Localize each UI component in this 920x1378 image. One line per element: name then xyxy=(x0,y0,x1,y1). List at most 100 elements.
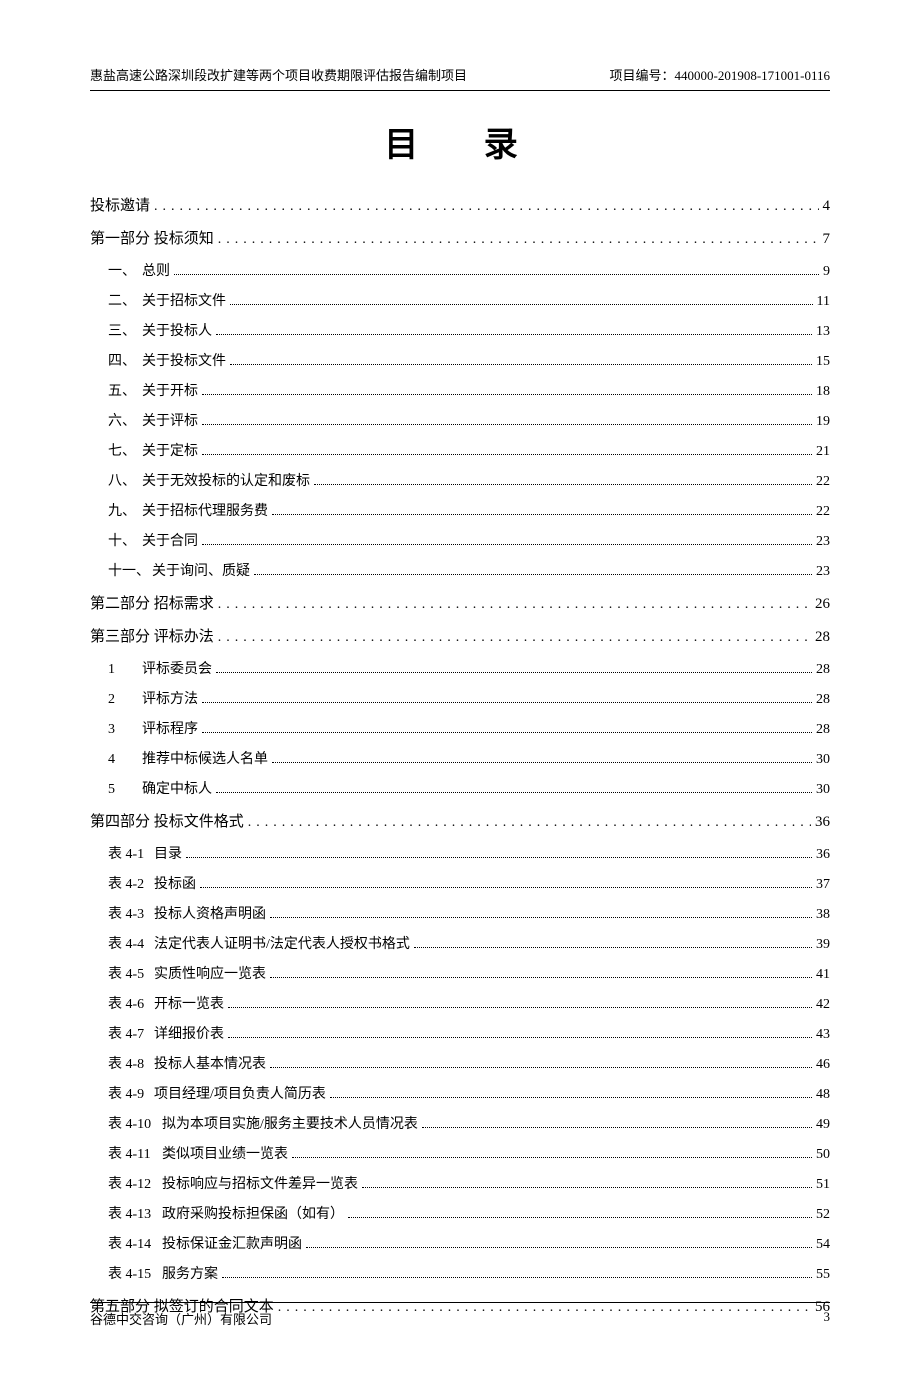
toc-leader xyxy=(228,1007,812,1008)
toc-leader: ........................................… xyxy=(218,597,811,613)
toc-number: 表 4-10 xyxy=(90,1113,162,1133)
toc-subentry: 表 4-2 投标函 37 xyxy=(90,873,830,893)
toc-subentry: 3 评标程序 28 xyxy=(90,718,830,738)
toc-text: 开标一览表 xyxy=(154,993,224,1013)
toc-entry-part1: 第一部分 投标须知 ..............................… xyxy=(90,227,830,248)
toc-leader xyxy=(254,574,812,575)
toc-number: 表 4-11 xyxy=(90,1143,162,1163)
toc-page-number: 52 xyxy=(816,1207,830,1223)
toc-text: 关于合同 xyxy=(142,530,198,550)
toc-text: 总则 xyxy=(142,260,170,280)
toc-text: 评标程序 xyxy=(142,718,198,738)
toc-subentry: 九、 关于招标代理服务费 22 xyxy=(90,500,830,520)
toc-number: 十一、 xyxy=(90,560,152,580)
toc-leader xyxy=(216,792,812,793)
toc-subentry: 五、 关于开标 18 xyxy=(90,380,830,400)
toc-subentry: 二、 关于招标文件 11 xyxy=(90,290,830,310)
toc-page-number: 30 xyxy=(816,752,830,768)
toc-page-number: 42 xyxy=(816,997,830,1013)
footer-company-name: 谷德中交咨询（广州）有限公司 xyxy=(90,1309,272,1328)
toc-text: 政府采购投标担保函（如有） xyxy=(162,1203,344,1223)
toc-entry-part3: 第三部分 评标办法 ..............................… xyxy=(90,625,830,646)
toc-leader xyxy=(270,977,812,978)
toc-leader xyxy=(222,1277,812,1278)
toc-text: 关于招标文件 xyxy=(142,290,226,310)
toc-page-number: 50 xyxy=(816,1147,830,1163)
toc-text: 投标响应与招标文件差异一览表 xyxy=(162,1173,358,1193)
toc-text: 关于招标代理服务费 xyxy=(142,500,268,520)
toc-text: 评标委员会 xyxy=(142,658,212,678)
toc-text: 拟为本项目实施/服务主要技术人员情况表 xyxy=(162,1113,418,1133)
page-header: 惠盐高速公路深圳段改扩建等两个项目收费期限评估报告编制项目 项目编号：44000… xyxy=(90,65,830,91)
toc-leader: ........................................… xyxy=(248,815,811,831)
toc-text: 投标人资格声明函 xyxy=(154,903,266,923)
toc-leader xyxy=(414,947,812,948)
toc-text: 目录 xyxy=(154,843,182,863)
toc-number: 三、 xyxy=(90,320,142,340)
toc-text: 服务方案 xyxy=(162,1263,218,1283)
toc-title: 目 录 xyxy=(100,117,830,166)
toc-leader xyxy=(362,1187,812,1188)
toc-label: 第一部分 投标须知 xyxy=(90,227,214,248)
toc-subentry: 表 4-12 投标响应与招标文件差异一览表 51 xyxy=(90,1173,830,1193)
toc-subentry: 表 4-15 服务方案 55 xyxy=(90,1263,830,1283)
toc-leader xyxy=(202,544,812,545)
toc-subentry: 表 4-3 投标人资格声明函 38 xyxy=(90,903,830,923)
toc-subentry: 2 评标方法 28 xyxy=(90,688,830,708)
toc-number: 八、 xyxy=(90,470,142,490)
toc-leader: ........................................… xyxy=(154,199,818,215)
toc-text: 确定中标人 xyxy=(142,778,212,798)
toc-page-number: 36 xyxy=(815,814,830,831)
toc-number: 五、 xyxy=(90,380,142,400)
toc-page-number: 23 xyxy=(816,534,830,550)
toc-leader xyxy=(202,394,812,395)
toc-text: 投标人基本情况表 xyxy=(154,1053,266,1073)
toc-leader xyxy=(230,364,812,365)
toc-number: 表 4-15 xyxy=(90,1263,162,1283)
toc-page-number: 28 xyxy=(816,662,830,678)
toc-subentry: 表 4-9 项目经理/项目负责人简历表 48 xyxy=(90,1083,830,1103)
toc-number: 七、 xyxy=(90,440,142,460)
toc-page-number: 13 xyxy=(816,324,830,340)
toc-page-number: 49 xyxy=(816,1117,830,1133)
toc-text: 关于评标 xyxy=(142,410,198,430)
toc-subentry: 表 4-5 实质性响应一览表 41 xyxy=(90,963,830,983)
toc-number: 表 4-8 xyxy=(90,1053,154,1073)
toc-text: 详细报价表 xyxy=(154,1023,224,1043)
header-project-name: 惠盐高速公路深圳段改扩建等两个项目收费期限评估报告编制项目 xyxy=(90,65,467,84)
toc-page-number: 38 xyxy=(816,907,830,923)
toc-page-number: 30 xyxy=(816,782,830,798)
toc-label: 第二部分 招标需求 xyxy=(90,592,214,613)
toc-number: 表 4-1 xyxy=(90,843,154,863)
toc-leader xyxy=(270,917,812,918)
toc-page-number: 4 xyxy=(823,198,831,215)
toc-leader xyxy=(216,334,812,335)
toc-page-number: 41 xyxy=(816,967,830,983)
toc-page-number: 15 xyxy=(816,354,830,370)
toc-text: 投标函 xyxy=(154,873,196,893)
toc-leader xyxy=(306,1247,812,1248)
toc-subentry: 表 4-1 目录 36 xyxy=(90,843,830,863)
toc-number: 表 4-9 xyxy=(90,1083,154,1103)
toc-subentry: 表 4-13 政府采购投标担保函（如有） 52 xyxy=(90,1203,830,1223)
toc-text: 关于定标 xyxy=(142,440,198,460)
toc-page-number: 9 xyxy=(823,264,830,280)
toc-number: 5 xyxy=(90,782,142,798)
toc-leader: ........................................… xyxy=(218,630,811,646)
toc-number: 表 4-12 xyxy=(90,1173,162,1193)
toc-page-number: 43 xyxy=(816,1027,830,1043)
toc-subentry: 一、 总则 9 xyxy=(90,260,830,280)
toc-text: 法定代表人证明书/法定代表人授权书格式 xyxy=(154,933,410,953)
toc-page-number: 55 xyxy=(816,1267,830,1283)
toc-leader xyxy=(348,1217,812,1218)
toc-label: 第三部分 评标办法 xyxy=(90,625,214,646)
toc-page-number: 37 xyxy=(816,877,830,893)
toc-text: 关于投标人 xyxy=(142,320,212,340)
toc-entry-part2: 第二部分 招标需求 ..............................… xyxy=(90,592,830,613)
toc-text: 类似项目业绩一览表 xyxy=(162,1143,288,1163)
toc-page-number: 23 xyxy=(816,564,830,580)
toc-number: 一、 xyxy=(90,260,142,280)
toc-number: 2 xyxy=(90,692,142,708)
toc-number: 九、 xyxy=(90,500,142,520)
toc-subentry: 表 4-14 投标保证金汇款声明函 54 xyxy=(90,1233,830,1253)
